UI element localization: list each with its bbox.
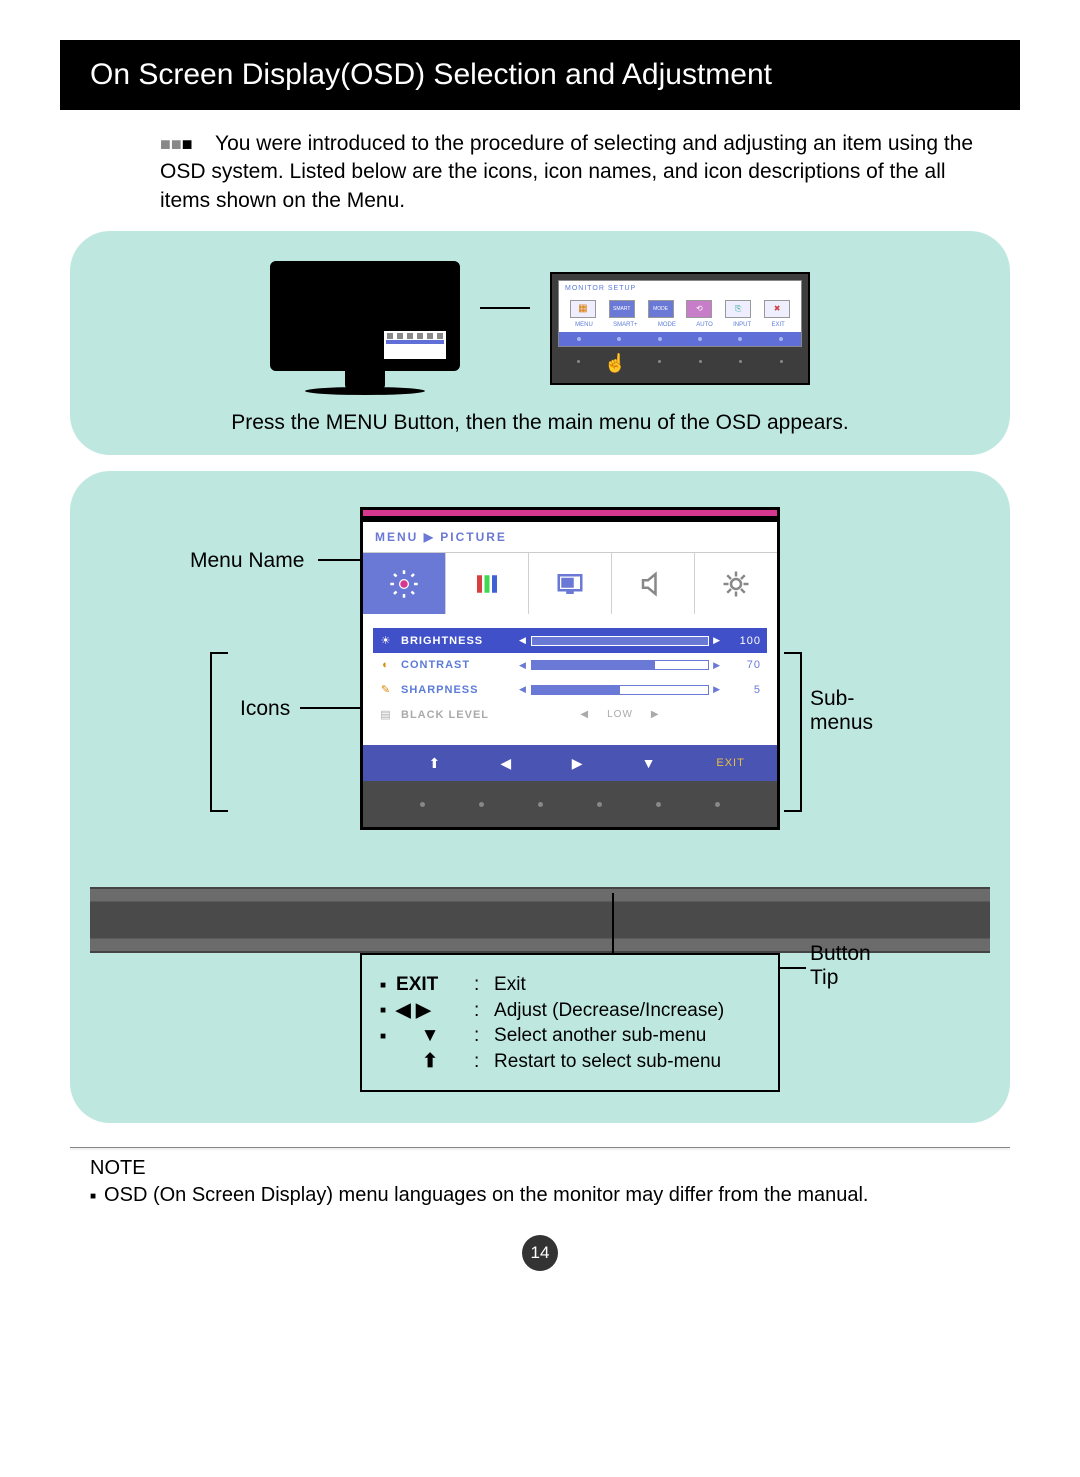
submenu-row-brightness[interactable]: ☀ BRIGHTNESS ◀ ▶ 100 [373,628,767,653]
zoom-icons-row: ▦ SMART MODE ⟲ ⎘ ✖ [559,296,801,322]
submenu-row-black-level: ▤ BLACK LEVEL ◀ LOW ▶ [373,702,767,727]
tip-exit-symbol: EXIT [396,974,464,996]
panel-menu-button-illustration: MONITOR SETUP ▦ SMART MODE ⟲ ⎘ ✖ MENU SM… [70,231,1010,455]
note-text: OSD (On Screen Display) menu languages o… [104,1184,868,1207]
tab-display[interactable] [529,553,612,614]
brightness-icon [389,569,419,599]
speaker-icon [638,569,668,599]
tip-leftright-symbol: ◀ ▶ [396,999,464,1022]
decrease-icon: ◀ [519,635,527,646]
tab-color[interactable] [446,553,529,614]
callout-menu-name: Menu Name [190,549,304,573]
callout-icons: Icons [240,697,290,721]
intro-paragraph: ■■■ You were introduced to the procedure… [60,130,1020,215]
osd-thumbnail [383,330,447,360]
input-icon: ⎘ [725,300,751,318]
page-number: 14 [522,1235,558,1271]
increase-icon: ▶ [713,635,721,646]
sharpness-icon: ✎ [379,683,393,696]
contrast-icon: ◐ [379,659,393,671]
bullet-prefix: ■■■ [160,132,193,156]
nav-exit-button[interactable]: EXIT [684,757,777,769]
menu-icon: ▦ [570,300,596,318]
nav-down-button[interactable]: ▼ [613,755,684,771]
zoom-bluebar [559,332,801,346]
color-bars-icon [472,569,502,599]
sun-icon: ☀ [379,634,393,647]
panel1-caption: Press the MENU Button, then the main men… [110,411,970,435]
menu-breadcrumb: MENU ▶ PICTURE [363,522,777,552]
tip-up-symbol: ⬆ [396,1050,464,1073]
zoom-labels: MENU SMART+ MODE AUTO INPUT EXIT [559,322,801,332]
gear-icon [721,569,751,599]
osd-nav-bar: ⬆ ◀ ▶ ▼ EXIT [363,745,777,781]
contrast-slider[interactable] [531,660,709,670]
black-level-icon: ▤ [379,708,393,721]
callout-submenus: Sub- menus [810,687,873,735]
submenu-list: ☀ BRIGHTNESS ◀ ▶ 100 ◐ CONTRAST ◀ [363,614,777,745]
mode-icon: MODE [648,300,674,318]
submenu-row-sharpness[interactable]: ✎ SHARPNESS ◀ ▶ 5 [373,677,767,702]
callout-button-tip: Button Tip [810,942,871,990]
nav-left-button[interactable]: ◀ [470,755,541,772]
panel-osd-detail: Menu Name Icons Sub- menus Button Tip ME… [70,471,1010,1123]
nav-right-button[interactable]: ▶ [541,755,612,772]
auto-icon: ⟲ [686,300,712,318]
connector-line [480,307,530,309]
note-title: NOTE [90,1157,990,1180]
hand-pointer-icon: ☝ [604,353,626,374]
smartplus-icon: SMART [609,300,635,318]
note-box: NOTE ■ OSD (On Screen Display) menu lang… [70,1147,1010,1217]
tab-volume[interactable] [612,553,695,614]
osd-zoom-box: MONITOR SETUP ▦ SMART MODE ⟲ ⎘ ✖ MENU SM… [550,272,810,385]
tab-picture[interactable] [363,553,446,614]
tab-others[interactable] [695,553,777,614]
display-icon [555,569,585,599]
button-tip-box: ■ EXIT : Exit ■ ◀ ▶ : Adjust (Decrease/I… [360,953,780,1092]
zoom-buttons-bar: ☝ [558,347,802,377]
physical-buttons-row [363,781,777,827]
osd-tabs [363,552,777,614]
page-title: On Screen Display(OSD) Selection and Adj… [60,40,1020,110]
sharpness-slider[interactable] [531,685,709,695]
tip-down-symbol: ▼ [396,1025,464,1047]
osd-main-window: MENU ▶ PICTURE [360,507,780,830]
exit-icon: ✖ [764,300,790,318]
nav-up-button[interactable]: ⬆ [399,755,470,772]
monitor-thumbnail [270,261,460,395]
submenu-row-contrast[interactable]: ◐ CONTRAST ◀ ▶ 70 [373,653,767,677]
brightness-slider[interactable] [531,636,709,646]
zoom-header: MONITOR SETUP [559,281,801,296]
